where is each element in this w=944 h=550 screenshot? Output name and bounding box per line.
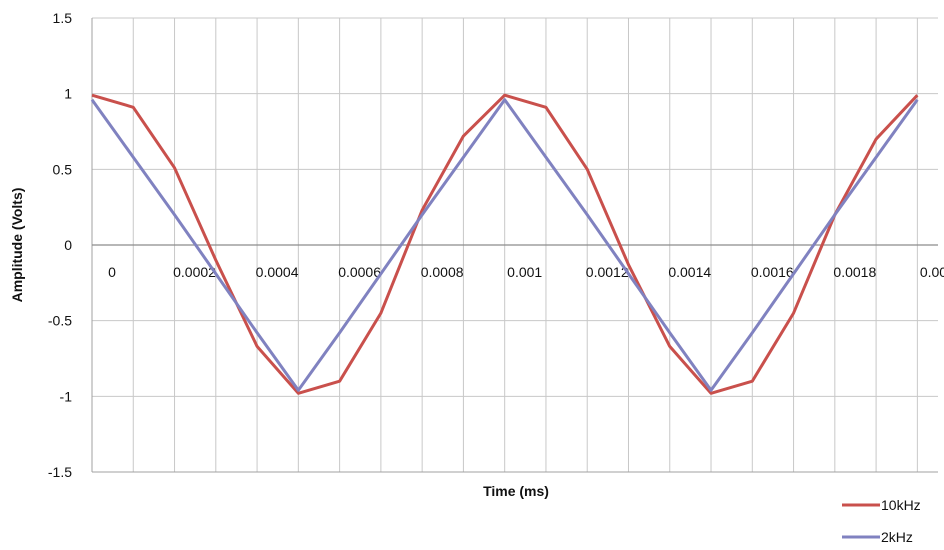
y-tick-label: 1 <box>64 86 72 102</box>
x-axis-title: Time (ms) <box>483 483 549 499</box>
legend-label: 10kHz <box>881 497 921 513</box>
x-category-label: 0.0004 <box>256 264 299 280</box>
legend: 10kHz 2kHz <box>842 497 921 545</box>
x-category-label: 0.0008 <box>421 264 464 280</box>
x-category-label: 0.001 <box>507 264 542 280</box>
series-line-2kHz <box>90 98 919 392</box>
x-category-label: 0.0006 <box>338 264 381 280</box>
y-tick-label: 1.5 <box>53 10 73 26</box>
x-category-label: 0.0012 <box>586 264 629 280</box>
x-category-label: 0.0014 <box>668 264 711 280</box>
y-tick-label: -1.5 <box>48 464 72 480</box>
x-category-label: 0.0002 <box>173 264 216 280</box>
x-category-label: 0.0016 <box>751 264 794 280</box>
y-tick-label: 0.5 <box>53 161 73 177</box>
x-category-label: 0.0018 <box>833 264 876 280</box>
y-tick-label: -0.5 <box>48 313 72 329</box>
x-category-labels: 0 0.0002 0.0004 0.0006 0.0008 0.001 0.0012 0.00… <box>108 264 944 280</box>
x-category-label: 0.002 <box>920 264 944 280</box>
series-line-10kHz <box>91 93 919 395</box>
x-category-label: 0 <box>108 264 116 280</box>
series-lines <box>90 93 919 395</box>
y-tick-label: 0 <box>64 237 72 253</box>
y-tick-label: -1 <box>60 388 73 404</box>
legend-label: 2kHz <box>881 529 913 545</box>
gridlines <box>91 17 938 473</box>
y-axis-title: Amplitude (Volts) <box>9 188 25 303</box>
y-tick-labels: 1.5 1 0.5 0 -0.5 -1 -1.5 <box>48 10 72 480</box>
